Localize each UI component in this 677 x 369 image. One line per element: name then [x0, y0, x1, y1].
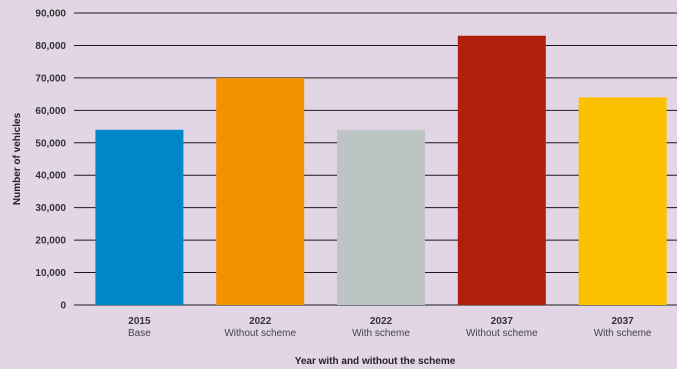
y-tick-label: 0 [60, 301, 66, 312]
y-axis-ticks: 0 10,000 20,000 30,000 40,000 50,000 60,000 70,… [35, 9, 66, 312]
bar [337, 129, 425, 305]
y-tick-label: 70,000 [35, 73, 66, 84]
bars [95, 35, 667, 305]
y-tick-label: 80,000 [35, 41, 66, 52]
y-axis-title: Number of vehicles [12, 112, 23, 205]
bar [95, 129, 184, 305]
y-tick-label: 40,000 [35, 171, 66, 182]
x-tick-label-year: 2015 [128, 316, 151, 327]
x-tick-label-year: 2037 [491, 316, 514, 327]
y-tick-label: 30,000 [35, 203, 66, 214]
bar [578, 97, 667, 305]
y-tick-label: 20,000 [35, 236, 66, 247]
y-tick-label: 50,000 [35, 138, 66, 149]
x-tick-label-year: 2022 [370, 316, 393, 327]
y-tick-label: 90,000 [35, 9, 66, 20]
bar [216, 77, 305, 305]
x-tick-label-year: 2037 [611, 316, 634, 327]
x-axis-title: Year with and without the scheme [295, 356, 456, 367]
x-tick-label-scenario: Without scheme [224, 328, 296, 339]
bar [457, 35, 546, 305]
x-tick-label-scenario: Without scheme [466, 328, 538, 339]
y-tick-label: 10,000 [35, 268, 66, 279]
x-tick-label-scenario: With scheme [594, 328, 652, 339]
x-tick-label-scenario: With scheme [352, 328, 410, 339]
x-tick-label-scenario: Base [128, 328, 151, 339]
x-tick-label-year: 2022 [249, 316, 272, 327]
y-tick-label: 60,000 [35, 106, 66, 117]
